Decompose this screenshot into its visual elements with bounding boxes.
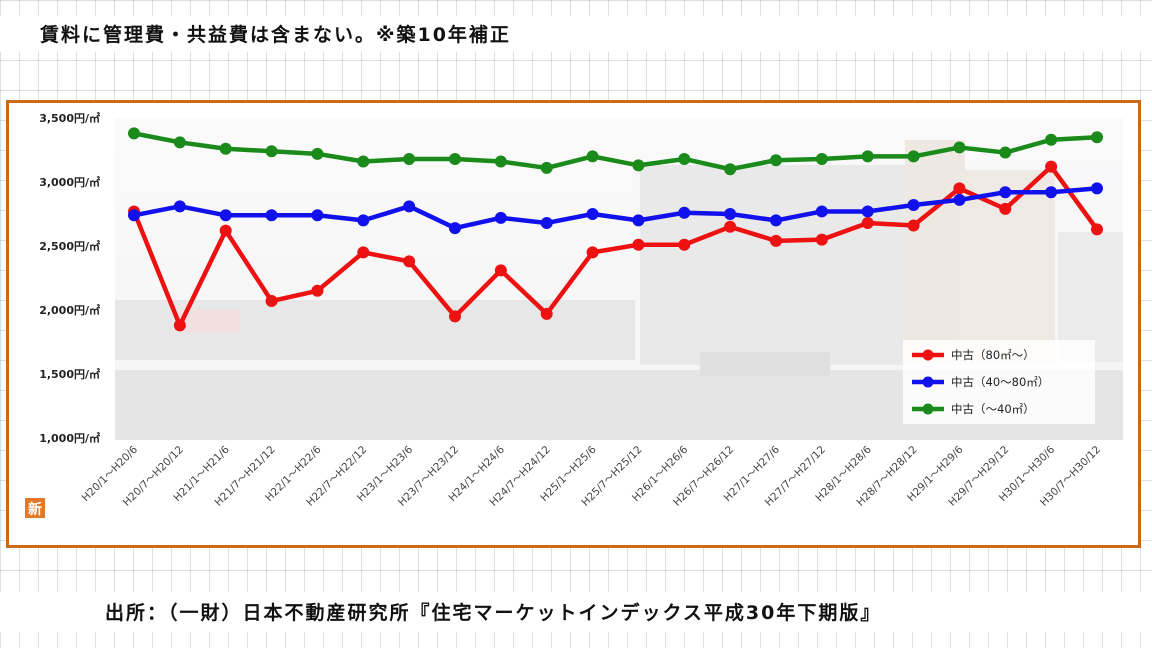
data-point: [678, 206, 691, 219]
data-point: [265, 209, 278, 222]
data-point: [173, 319, 186, 332]
data-point: [1091, 131, 1103, 144]
data-point: [403, 152, 416, 165]
data-point: [540, 216, 553, 229]
data-point: [128, 127, 140, 140]
series-lines: [128, 127, 1103, 332]
source-band: 出所：（一財）日本不動産研究所『住宅マーケットインデックス平成30年下期版』: [0, 592, 1152, 632]
data-point: [678, 152, 691, 165]
data-point: [449, 222, 461, 235]
y-tick-label: 1,000円/㎡: [39, 431, 100, 445]
legend-swatch-marker: [922, 349, 934, 361]
data-point: [632, 214, 645, 227]
data-point: [586, 150, 599, 163]
data-point: [1091, 182, 1103, 195]
data-point: [449, 310, 461, 323]
data-point: [953, 141, 966, 154]
data-point: [724, 208, 737, 220]
data-point: [953, 182, 966, 195]
series-line-1: [133, 186, 1098, 231]
data-point: [770, 154, 782, 167]
data-point: [357, 155, 370, 168]
data-point: [1045, 133, 1058, 146]
data-point: [403, 200, 416, 213]
y-tick-label: 1,500円/㎡: [39, 367, 100, 381]
data-point: [815, 233, 828, 246]
y-tick-label: 2,000円/㎡: [39, 303, 100, 317]
data-point: [494, 211, 507, 224]
data-point: [311, 209, 324, 222]
data-point: [907, 219, 920, 232]
heading-band: 賃料に管理費・共益費は含まない。※築10年補正: [0, 16, 1152, 52]
data-point: [770, 214, 782, 227]
data-point: [128, 209, 140, 222]
data-point: [953, 193, 966, 206]
data-point: [999, 186, 1012, 199]
data-point: [494, 155, 507, 168]
data-point: [1045, 160, 1058, 173]
data-point: [357, 214, 370, 227]
data-point: [724, 163, 737, 176]
data-point: [1045, 186, 1058, 199]
data-point: [815, 152, 828, 165]
data-point: [311, 284, 324, 297]
data-point: [632, 238, 645, 251]
data-point: [265, 295, 278, 308]
legend-swatch-marker: [922, 403, 934, 415]
legend: 中古（80㎡～） 中古（40～80㎡） 中古（～40㎡）: [903, 340, 1095, 424]
data-point: [586, 208, 599, 220]
data-point: [403, 255, 416, 268]
data-point: [907, 150, 920, 163]
legend-label: 中古（80㎡～）: [951, 348, 1035, 362]
data-point: [173, 200, 186, 213]
data-point: [449, 152, 461, 165]
data-point: [724, 220, 737, 233]
legend-label: 中古（～40㎡）: [951, 402, 1035, 416]
data-point: [265, 145, 278, 158]
source-text: 出所：（一財）日本不動産研究所『住宅マーケットインデックス平成30年下期版』: [105, 602, 882, 624]
data-point: [678, 238, 691, 251]
data-point: [494, 264, 507, 277]
heading-text: 賃料に管理費・共益費は含まない。※築10年補正: [40, 24, 511, 46]
data-point: [861, 216, 874, 229]
y-tick-label: 2,500円/㎡: [39, 239, 100, 253]
data-point: [173, 136, 186, 149]
data-point: [219, 224, 232, 237]
series-line-0: [131, 164, 1099, 328]
series-line-2: [133, 131, 1098, 172]
data-point: [1091, 223, 1103, 236]
data-point: [357, 246, 370, 259]
data-point: [861, 205, 874, 218]
data-point: [540, 307, 553, 320]
data-point: [632, 159, 645, 172]
y-tick-label: 3,000円/㎡: [39, 175, 100, 189]
data-point: [219, 209, 232, 222]
data-point: [311, 147, 324, 160]
legend-label: 中古（40～80㎡）: [951, 375, 1049, 389]
data-point: [861, 150, 874, 163]
data-point: [586, 246, 599, 259]
data-point: [770, 234, 782, 247]
new-badge-text: 新: [28, 501, 42, 518]
data-point: [540, 161, 553, 174]
new-badge: 新: [25, 498, 45, 518]
legend-swatch-marker: [922, 376, 934, 388]
data-point: [999, 146, 1012, 159]
data-point: [907, 199, 920, 212]
data-point: [815, 205, 828, 218]
y-tick-label: 3,500円/㎡: [39, 111, 100, 125]
data-point: [219, 142, 232, 155]
data-point: [999, 202, 1012, 215]
